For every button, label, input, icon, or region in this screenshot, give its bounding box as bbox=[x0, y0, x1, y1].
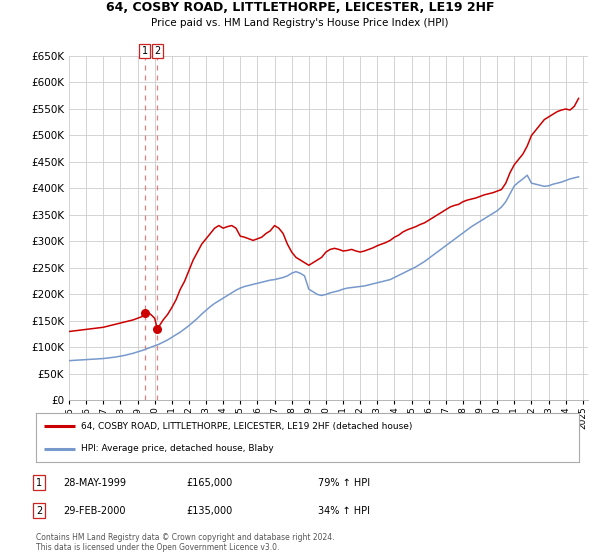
Text: Price paid vs. HM Land Registry's House Price Index (HPI): Price paid vs. HM Land Registry's House … bbox=[151, 18, 449, 28]
Text: Contains HM Land Registry data © Crown copyright and database right 2024.: Contains HM Land Registry data © Crown c… bbox=[36, 533, 335, 542]
Text: 1: 1 bbox=[142, 46, 148, 56]
Text: 2: 2 bbox=[36, 506, 42, 516]
Text: 64, COSBY ROAD, LITTLETHORPE, LEICESTER, LE19 2HF (detached house): 64, COSBY ROAD, LITTLETHORPE, LEICESTER,… bbox=[80, 422, 412, 431]
Text: 64, COSBY ROAD, LITTLETHORPE, LEICESTER, LE19 2HF: 64, COSBY ROAD, LITTLETHORPE, LEICESTER,… bbox=[106, 1, 494, 14]
Text: 1: 1 bbox=[36, 478, 42, 488]
Text: 79% ↑ HPI: 79% ↑ HPI bbox=[318, 478, 370, 488]
Text: 29-FEB-2000: 29-FEB-2000 bbox=[63, 506, 125, 516]
Text: 34% ↑ HPI: 34% ↑ HPI bbox=[318, 506, 370, 516]
Text: This data is licensed under the Open Government Licence v3.0.: This data is licensed under the Open Gov… bbox=[36, 543, 280, 552]
Text: 28-MAY-1999: 28-MAY-1999 bbox=[63, 478, 126, 488]
Text: £135,000: £135,000 bbox=[186, 506, 232, 516]
Text: £165,000: £165,000 bbox=[186, 478, 232, 488]
Text: 2: 2 bbox=[154, 46, 161, 56]
Text: HPI: Average price, detached house, Blaby: HPI: Average price, detached house, Blab… bbox=[80, 444, 273, 453]
